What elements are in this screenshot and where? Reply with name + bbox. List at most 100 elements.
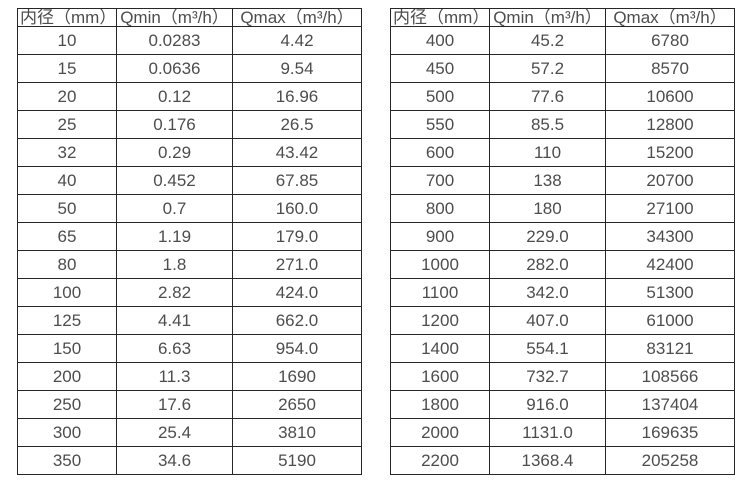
table-cell: 6.63 xyxy=(116,334,233,363)
table-row: 10 0.0283 4.42 xyxy=(17,26,362,55)
table-row: 1100 342.0 51300 xyxy=(390,278,735,307)
table-cell: 2.82 xyxy=(116,278,233,307)
table-row: 25 0.176 26.5 xyxy=(17,110,362,139)
table-cell: 32 xyxy=(17,138,117,167)
table-cell: 42400 xyxy=(605,250,735,279)
table-cell: 20 xyxy=(17,82,117,111)
table-row: 15 0.0636 9.54 xyxy=(17,54,362,83)
table-cell: 1690 xyxy=(232,362,362,391)
table-cell: 1400 xyxy=(390,334,490,363)
table-cell: 20700 xyxy=(605,166,735,195)
table-cell: 51300 xyxy=(605,278,735,307)
table-cell: 1.8 xyxy=(116,250,233,279)
table-cell: 5190 xyxy=(232,446,362,475)
table-cell: 0.0636 xyxy=(116,54,233,83)
table-cell: 1000 xyxy=(390,250,490,279)
table-cell: 200 xyxy=(17,362,117,391)
table-cell: 15200 xyxy=(605,138,735,167)
table-cell: 900 xyxy=(390,222,490,251)
table-cell: 34300 xyxy=(605,222,735,251)
table-cell: 1131.0 xyxy=(489,418,606,447)
table-cell: 300 xyxy=(17,418,117,447)
table-row: 200 11.3 1690 xyxy=(17,362,362,391)
table-cell: 6780 xyxy=(605,26,735,55)
table-row: 150 6.63 954.0 xyxy=(17,334,362,363)
table-cell: 282.0 xyxy=(489,250,606,279)
table-cell: 554.1 xyxy=(489,334,606,363)
table-cell: 250 xyxy=(17,390,117,419)
table-cell: 2000 xyxy=(390,418,490,447)
table-cell: 27100 xyxy=(605,194,735,223)
flow-table-large-diameters: 内径（mm） Qmin（m³/h） Qmax（m³/h） 400 45.2 6780 450… xyxy=(390,8,735,475)
table-cell: 45.2 xyxy=(489,26,606,55)
header-row: 内径（mm） Qmin（m³/h） Qmax（m³/h） xyxy=(390,8,735,27)
column-header: 内径（mm） xyxy=(390,8,490,27)
table-cell: 65 xyxy=(17,222,117,251)
table-cell: 110 xyxy=(489,138,606,167)
table-cell: 1800 xyxy=(390,390,490,419)
table-cell: 137404 xyxy=(605,390,735,419)
table-row: 1400 554.1 83121 xyxy=(390,334,735,363)
table-cell: 43.42 xyxy=(232,138,362,167)
table-row: 80 1.8 271.0 xyxy=(17,250,362,279)
table-row: 20 0.12 16.96 xyxy=(17,82,362,111)
table-cell: 180 xyxy=(489,194,606,223)
table-cell: 271.0 xyxy=(232,250,362,279)
table-cell: 57.2 xyxy=(489,54,606,83)
column-header: Qmin（m³/h） xyxy=(116,8,233,27)
table-cell: 40 xyxy=(17,166,117,195)
column-header: Qmax（m³/h） xyxy=(232,8,362,27)
table-cell: 169635 xyxy=(605,418,735,447)
table-cell: 26.5 xyxy=(232,110,362,139)
table-cell: 0.0283 xyxy=(116,26,233,55)
column-header: 内径（mm） xyxy=(17,8,117,27)
table-cell: 1600 xyxy=(390,362,490,391)
table-cell: 1.19 xyxy=(116,222,233,251)
table-row: 250 17.6 2650 xyxy=(17,390,362,419)
table-row: 400 45.2 6780 xyxy=(390,26,735,55)
table-cell: 50 xyxy=(17,194,117,223)
table-cell: 0.176 xyxy=(116,110,233,139)
table-cell: 16.96 xyxy=(232,82,362,111)
table-cell: 0.7 xyxy=(116,194,233,223)
table-cell: 916.0 xyxy=(489,390,606,419)
table-row: 40 0.452 67.85 xyxy=(17,166,362,195)
table-row: 900 229.0 34300 xyxy=(390,222,735,251)
table-cell: 100 xyxy=(17,278,117,307)
table-cell: 11.3 xyxy=(116,362,233,391)
table-cell: 1100 xyxy=(390,278,490,307)
table-row: 350 34.6 5190 xyxy=(17,446,362,475)
table-cell: 3810 xyxy=(232,418,362,447)
table-cell: 138 xyxy=(489,166,606,195)
table-row: 600 110 15200 xyxy=(390,138,735,167)
table-row: 500 77.6 10600 xyxy=(390,82,735,111)
table-cell: 450 xyxy=(390,54,490,83)
table-row: 125 4.41 662.0 xyxy=(17,306,362,335)
table-cell: 205258 xyxy=(605,446,735,475)
table-cell: 1368.4 xyxy=(489,446,606,475)
column-header: Qmin（m³/h） xyxy=(489,8,606,27)
table-cell: 424.0 xyxy=(232,278,362,307)
table-cell: 350 xyxy=(17,446,117,475)
table-cell: 9.54 xyxy=(232,54,362,83)
table-cell: 10600 xyxy=(605,82,735,111)
flow-table-small-diameters: 内径（mm） Qmin（m³/h） Qmax（m³/h） 10 0.0283 4.42 15… xyxy=(17,8,362,475)
table-row: 2000 1131.0 169635 xyxy=(390,418,735,447)
table-row: 1600 732.7 108566 xyxy=(390,362,735,391)
table-cell: 160.0 xyxy=(232,194,362,223)
table-cell: 12800 xyxy=(605,110,735,139)
table-cell: 500 xyxy=(390,82,490,111)
table-cell: 0.29 xyxy=(116,138,233,167)
table-cell: 0.452 xyxy=(116,166,233,195)
table-cell: 17.6 xyxy=(116,390,233,419)
table-cell: 342.0 xyxy=(489,278,606,307)
table-cell: 600 xyxy=(390,138,490,167)
table-cell: 8570 xyxy=(605,54,735,83)
table-cell: 4.41 xyxy=(116,306,233,335)
table-row: 800 180 27100 xyxy=(390,194,735,223)
table-cell: 550 xyxy=(390,110,490,139)
table-cell: 25.4 xyxy=(116,418,233,447)
table-cell: 400 xyxy=(390,26,490,55)
table-cell: 83121 xyxy=(605,334,735,363)
